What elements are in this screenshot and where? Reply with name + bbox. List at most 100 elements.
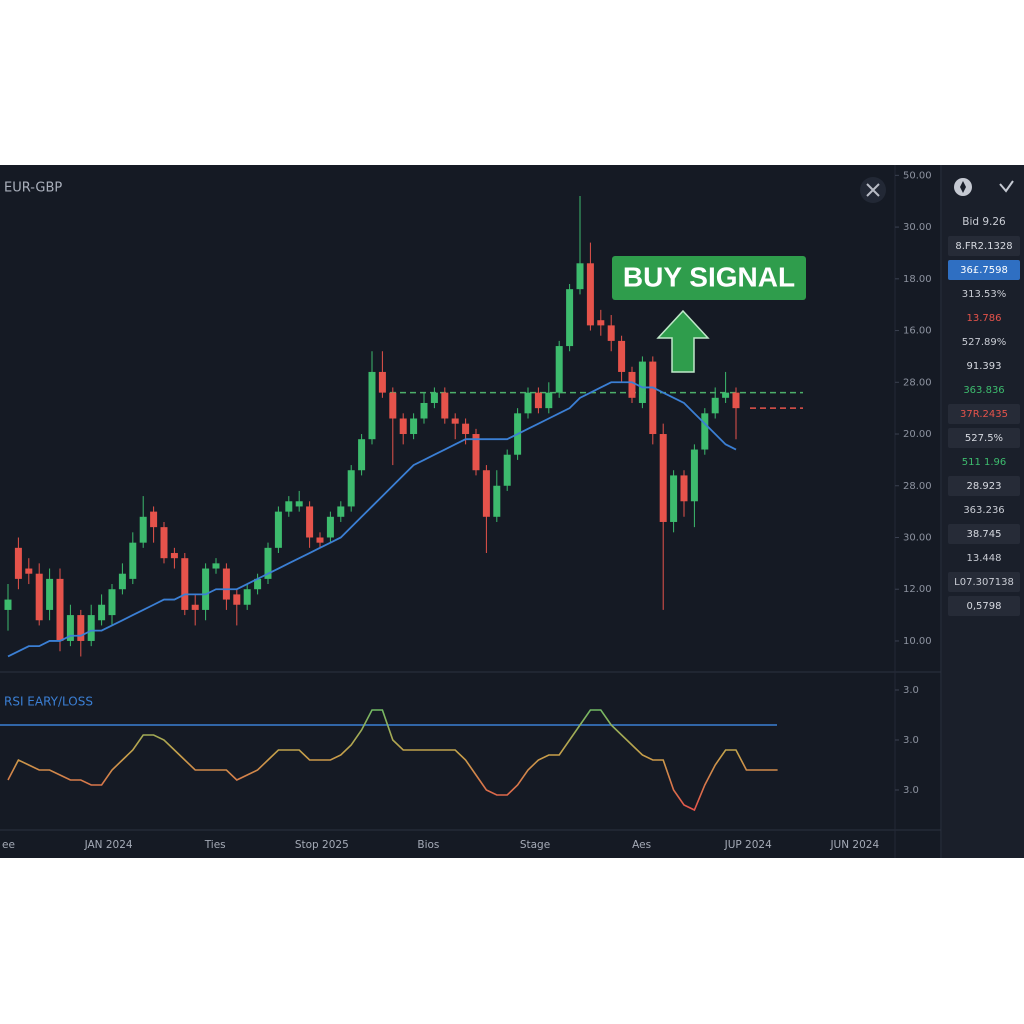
- candle-body: [25, 568, 33, 574]
- candle-body: [597, 320, 605, 326]
- y-tick-label: 30.00: [903, 222, 932, 233]
- candle-body: [545, 392, 553, 409]
- candle-body: [316, 537, 324, 543]
- watchlist-item: 37R.2435: [960, 409, 1008, 420]
- watchlist-item: 8.FR2.1328: [955, 241, 1012, 252]
- y-tick-label: 50.00: [903, 170, 932, 181]
- candle-body: [430, 392, 438, 403]
- symbol: EUR-GBP: [4, 181, 62, 196]
- candle-body: [399, 418, 407, 435]
- settings-icon[interactable]: [954, 178, 972, 196]
- candle-body: [243, 589, 251, 605]
- candle-body: [191, 604, 199, 610]
- candle-body: [732, 392, 740, 409]
- candle-body: [150, 511, 158, 528]
- close-button[interactable]: [860, 177, 886, 203]
- x-tick-label: JUP 2024: [724, 839, 772, 851]
- watchlist-row: [948, 572, 1020, 592]
- watchlist-item: 13.786: [967, 313, 1002, 324]
- watchlist-item: 363.836: [963, 385, 1004, 396]
- candle-body: [14, 547, 22, 579]
- candle-body: [254, 578, 262, 590]
- candle-body: [118, 573, 126, 590]
- watchlist-item: L07.307138: [954, 577, 1014, 588]
- candle-body: [649, 361, 657, 435]
- candle-body: [46, 578, 54, 610]
- side-panel: [942, 165, 1024, 858]
- candle-body: [451, 418, 459, 424]
- watchlist-item: 313.53%: [962, 289, 1007, 300]
- candle-body: [337, 506, 345, 517]
- candle-body: [628, 371, 636, 398]
- watchlist-row: [948, 236, 1020, 256]
- candle-body: [160, 527, 168, 559]
- candle-body: [233, 594, 241, 605]
- watchlist-item: 363.236: [963, 505, 1004, 516]
- candle-body: [295, 501, 303, 507]
- price_chart-ma-line: [7, 381, 737, 658]
- x-tick-label: JAN 2024: [84, 839, 133, 851]
- x-tick-label: Ties: [204, 839, 226, 851]
- watchlist-item: 36£.7598: [960, 265, 1008, 276]
- candle-body: [347, 470, 355, 507]
- y-tick-label: 18.00: [903, 274, 932, 285]
- watchlist-item: 13.448: [967, 553, 1002, 564]
- watchlist-item: 38.745: [967, 529, 1002, 540]
- candle-body: [701, 413, 709, 450]
- y-tick-label: 28.00: [903, 377, 932, 388]
- candle-body: [607, 325, 615, 341]
- candle-body: [420, 402, 428, 419]
- signal-label: BUY SIGNAL: [623, 261, 795, 292]
- candle-body: [87, 615, 95, 641]
- candle-body: [659, 434, 667, 522]
- watchlist-row: [948, 404, 1020, 424]
- candle-body: [566, 289, 574, 347]
- candle-body: [306, 506, 314, 538]
- candle-body: [285, 501, 293, 512]
- rsi-title: RSI EARY/LOSS: [4, 695, 93, 709]
- watchlist-row: [948, 524, 1020, 544]
- watchlist-item: 28.923: [967, 481, 1002, 492]
- candle-body: [503, 454, 511, 486]
- x-tick-label: Stage: [520, 839, 550, 851]
- candle-body: [441, 392, 449, 419]
- x-tick-label: ee: [2, 839, 15, 851]
- y-tick-label: 28.00: [903, 481, 932, 492]
- signal-arrow: [656, 309, 710, 373]
- candle-body: [139, 516, 147, 543]
- x-tick-label: JUN 2024: [829, 839, 879, 851]
- candle-body: [576, 263, 584, 290]
- watchlist-item: 511 1.96: [962, 457, 1007, 468]
- candle-body: [670, 475, 678, 522]
- candle-body: [722, 392, 730, 398]
- candle-body: [56, 578, 64, 641]
- candle-body: [35, 573, 43, 621]
- watchlist-row: [948, 428, 1020, 448]
- candle-body: [222, 568, 230, 600]
- candle-body: [66, 615, 74, 641]
- app-background: [0, 165, 1024, 858]
- watchlist-highlight: [948, 260, 1020, 280]
- candle-body: [555, 346, 563, 393]
- candle-body: [181, 558, 189, 610]
- candle-body: [711, 397, 719, 414]
- candle-body: [368, 371, 376, 440]
- candle-body: [534, 392, 542, 409]
- check-icon[interactable]: [999, 180, 1014, 193]
- candle-body: [274, 511, 282, 548]
- candle-body: [618, 340, 626, 372]
- candle-body: [212, 563, 220, 569]
- x-tick-label: Aes: [632, 839, 651, 851]
- candle-body: [358, 439, 366, 471]
- rsi-values-line: [7, 709, 778, 812]
- y-tick-label: 3.0: [903, 735, 919, 746]
- y-tick-label: 10.00: [903, 636, 932, 647]
- candle-body: [77, 615, 85, 641]
- watchlist-item: 527.5%: [965, 433, 1003, 444]
- candle-body: [264, 547, 272, 579]
- y-tick-label: 30.00: [903, 532, 932, 543]
- candle-body: [170, 553, 178, 559]
- candle-body: [638, 361, 646, 403]
- y-tick-label: 12.00: [903, 584, 932, 595]
